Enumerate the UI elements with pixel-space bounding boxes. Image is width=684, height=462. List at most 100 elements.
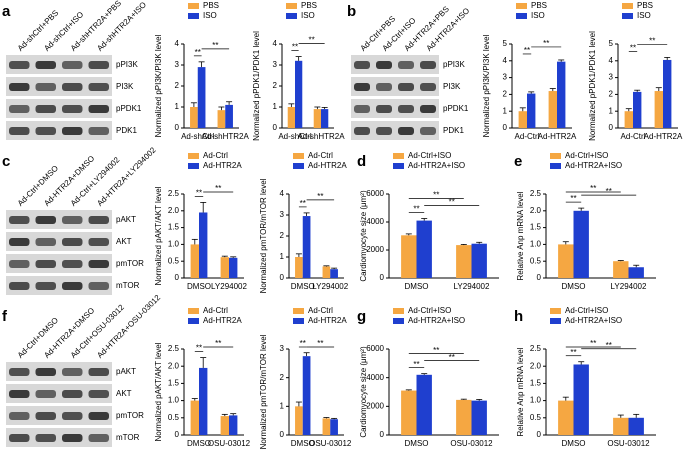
bar bbox=[295, 406, 303, 435]
x-tick-label: LY294002 bbox=[312, 282, 348, 291]
blot-band bbox=[88, 368, 109, 376]
bar bbox=[225, 104, 233, 128]
y-tick-label: 2.0 bbox=[530, 361, 542, 370]
significance-label: ** bbox=[300, 339, 306, 348]
significance-label: ** bbox=[292, 43, 298, 52]
blot-strip bbox=[351, 99, 439, 118]
y-tick-label: 2.0 bbox=[168, 361, 180, 370]
y-tick-label: 1 bbox=[609, 106, 614, 115]
bar bbox=[401, 235, 417, 278]
blot-band bbox=[88, 61, 109, 69]
x-tick-label: DMSO bbox=[187, 282, 211, 291]
bar bbox=[573, 210, 589, 278]
blot-band bbox=[420, 127, 436, 135]
x-tick-label: OSU-03012 bbox=[607, 439, 650, 448]
blot-band bbox=[398, 127, 414, 135]
blot-strip bbox=[6, 55, 112, 74]
panel-label: d bbox=[357, 153, 366, 170]
blot-band bbox=[35, 434, 56, 442]
significance-label: ** bbox=[606, 341, 612, 350]
y-tick-label: 1.5 bbox=[168, 379, 180, 388]
legend-label: Ad-Ctrl bbox=[203, 306, 228, 315]
y-axis-label: Normalized pPDK1/PDK1 level bbox=[252, 31, 261, 141]
blot-band bbox=[88, 282, 109, 290]
blot-band bbox=[35, 282, 56, 290]
blot-band bbox=[9, 238, 30, 246]
significance-label: ** bbox=[413, 360, 419, 369]
bar bbox=[302, 356, 311, 435]
panel-label: a bbox=[2, 3, 11, 20]
blot-band bbox=[62, 368, 83, 376]
bar bbox=[557, 61, 566, 128]
blot-band bbox=[35, 105, 56, 113]
bar bbox=[471, 243, 487, 278]
bar bbox=[628, 267, 644, 278]
blot-band bbox=[62, 83, 83, 91]
x-tick-label: Ad-Ctrl bbox=[515, 132, 540, 141]
y-tick-label: 0 bbox=[380, 430, 385, 439]
blot-strip bbox=[6, 99, 112, 118]
legend-label: Ad-HTR2A bbox=[203, 316, 242, 325]
y-tick-label: 0 bbox=[273, 123, 278, 132]
x-tick-label: OSU-03012 bbox=[208, 439, 251, 448]
legend-label: Ad-HTR2A+ISO bbox=[565, 161, 622, 170]
y-axis-label: Cardiomyocyte size (μm²) bbox=[359, 346, 368, 438]
blot-band bbox=[398, 105, 414, 113]
blot-band bbox=[9, 390, 30, 398]
y-tick-label: 6000 bbox=[366, 344, 384, 353]
bar bbox=[654, 91, 663, 128]
significance-label: ** bbox=[449, 353, 455, 362]
blot-strip bbox=[6, 232, 112, 251]
blot-strip bbox=[6, 254, 112, 273]
significance-label: ** bbox=[317, 192, 323, 201]
protein-label: AKT bbox=[116, 389, 132, 398]
legend-swatch bbox=[393, 318, 404, 324]
legend-label: Ad-HTR2A+ISO bbox=[565, 316, 622, 325]
significance-label: ** bbox=[449, 198, 455, 207]
blot-strip bbox=[6, 210, 112, 229]
y-tick-label: 2 bbox=[175, 81, 180, 90]
legend-label: PBS bbox=[203, 1, 219, 10]
y-tick-label: 2.5 bbox=[530, 189, 542, 198]
significance-label: ** bbox=[195, 48, 201, 57]
significance-label: ** bbox=[590, 339, 596, 348]
y-tick-label: 0 bbox=[537, 273, 542, 282]
blot-band bbox=[62, 238, 83, 246]
bar bbox=[330, 419, 338, 435]
blot-strip bbox=[6, 362, 112, 381]
protein-label: mTOR bbox=[116, 433, 140, 442]
y-tick-label: 4 bbox=[175, 39, 180, 48]
bar bbox=[558, 244, 574, 278]
blot-band bbox=[9, 260, 30, 268]
panel-label: f bbox=[2, 308, 8, 325]
blot-band bbox=[398, 61, 414, 69]
y-tick-label: 2 bbox=[503, 90, 508, 99]
legend-swatch bbox=[393, 308, 404, 314]
y-axis-label: Normalized pPDK1/PDK1 level bbox=[588, 31, 597, 141]
legend-label: PBS bbox=[637, 1, 653, 10]
legend-swatch bbox=[516, 13, 527, 19]
legend-swatch bbox=[188, 163, 199, 169]
significance-label: ** bbox=[215, 184, 221, 193]
blot-band bbox=[62, 412, 83, 420]
bar bbox=[220, 257, 229, 278]
blot-band bbox=[9, 368, 30, 376]
y-tick-label: 0 bbox=[503, 123, 508, 132]
bar bbox=[199, 367, 208, 435]
legend-label: ISO bbox=[301, 11, 315, 20]
x-tick-label: DMSO bbox=[405, 282, 429, 291]
legend-swatch bbox=[188, 153, 199, 159]
x-tick-label: LY294002 bbox=[611, 282, 647, 291]
y-axis-label: Relative Anp mRNA level bbox=[516, 191, 525, 280]
y-axis-label: Normalized pAKT/AKT level bbox=[154, 342, 163, 441]
x-tick-label: DMSO bbox=[562, 282, 586, 291]
y-tick-label: 0.5 bbox=[168, 413, 180, 422]
significance-label: ** bbox=[196, 344, 202, 353]
legend-swatch bbox=[550, 308, 561, 314]
panel-label: e bbox=[514, 153, 522, 170]
bar bbox=[633, 91, 642, 128]
bar bbox=[287, 107, 295, 128]
legend-label: Ad-Ctrl bbox=[203, 151, 228, 160]
blot-band bbox=[398, 83, 414, 91]
protein-label: pPI3K bbox=[116, 60, 138, 69]
